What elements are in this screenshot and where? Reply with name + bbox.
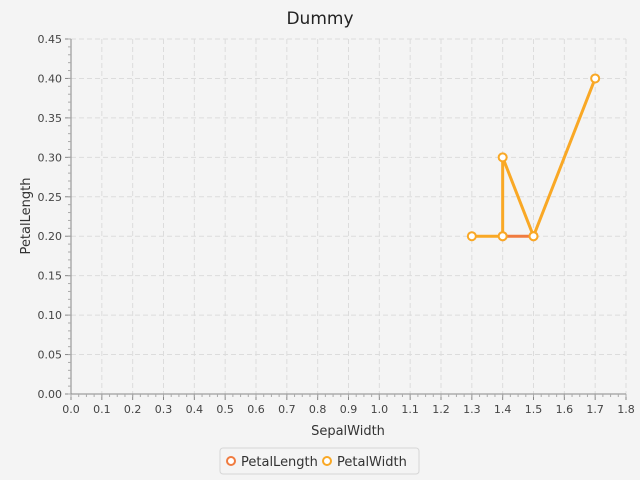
x-tick-label: 1.0 (371, 403, 389, 416)
y-tick-label: 0.05 (38, 349, 63, 362)
legend-marker-petallength (226, 456, 236, 466)
legend-marker-petalwidth (322, 456, 332, 466)
x-tick-label: 1.2 (432, 403, 450, 416)
x-tick-label: 0.5 (216, 403, 234, 416)
series-layer (466, 73, 601, 242)
x-tick-label: 1.1 (401, 403, 419, 416)
data-point-petalwidth (497, 152, 508, 163)
y-tick-label: 0.35 (38, 112, 63, 125)
legend-label-petallength: PetalLength (241, 455, 318, 470)
series-petalwidth (466, 73, 601, 242)
x-tick-label: 1.5 (525, 403, 543, 416)
y-tick-label: 0.00 (38, 388, 63, 401)
x-tick-label: 0.3 (155, 403, 173, 416)
y-tick-label: 0.45 (38, 33, 63, 46)
x-tick-label: 0.9 (340, 403, 358, 416)
x-tick-label: 0.8 (309, 403, 327, 416)
x-tick-label: 1.7 (586, 403, 604, 416)
y-tick-label: 0.30 (38, 151, 63, 164)
y-tick-label: 0.40 (38, 72, 63, 85)
x-tick-label: 1.6 (556, 403, 574, 416)
x-tick-label: 0.4 (186, 403, 204, 416)
y-axis-ticks: 0.00 0.05 0.10 0.15 0.20 0.25 0.30 0.35 0.40 0.45 (38, 33, 71, 401)
x-axis-label: SepalWidth (311, 424, 385, 439)
chart-title: Dummy (286, 9, 353, 29)
y-tick-label: 0.20 (38, 230, 63, 243)
y-tick-label: 0.10 (38, 309, 63, 322)
y-tick-label: 0.15 (38, 270, 63, 283)
x-tick-label: 0.1 (93, 403, 111, 416)
legend-box (219, 447, 420, 475)
x-tick-label: 1.3 (463, 403, 481, 416)
x-axis-ticks: 0.0 0.1 0.2 0.3 0.4 0.5 0.6 0.7 0.8 0.9 1.0 1.1 1.2 1… (62, 394, 635, 416)
x-tick-label: 0.6 (247, 403, 265, 416)
data-point-petalwidth (497, 231, 508, 242)
data-point-petalwidth (590, 73, 601, 84)
x-tick-label: 1.8 (617, 403, 635, 416)
data-point-petalwidth (528, 231, 539, 242)
legend: PetalLength PetalWidth (219, 447, 420, 475)
data-point-petalwidth (466, 231, 477, 242)
grid (71, 38, 627, 394)
x-tick-label: 0.2 (124, 403, 142, 416)
x-tick-label: 0.7 (278, 403, 296, 416)
x-tick-label: 0.0 (62, 403, 80, 416)
x-tick-label: 1.4 (494, 403, 512, 416)
y-tick-label: 0.25 (38, 191, 63, 204)
legend-label-petalwidth: PetalWidth (337, 455, 407, 470)
y-axis-label: PetalLength (19, 178, 34, 255)
